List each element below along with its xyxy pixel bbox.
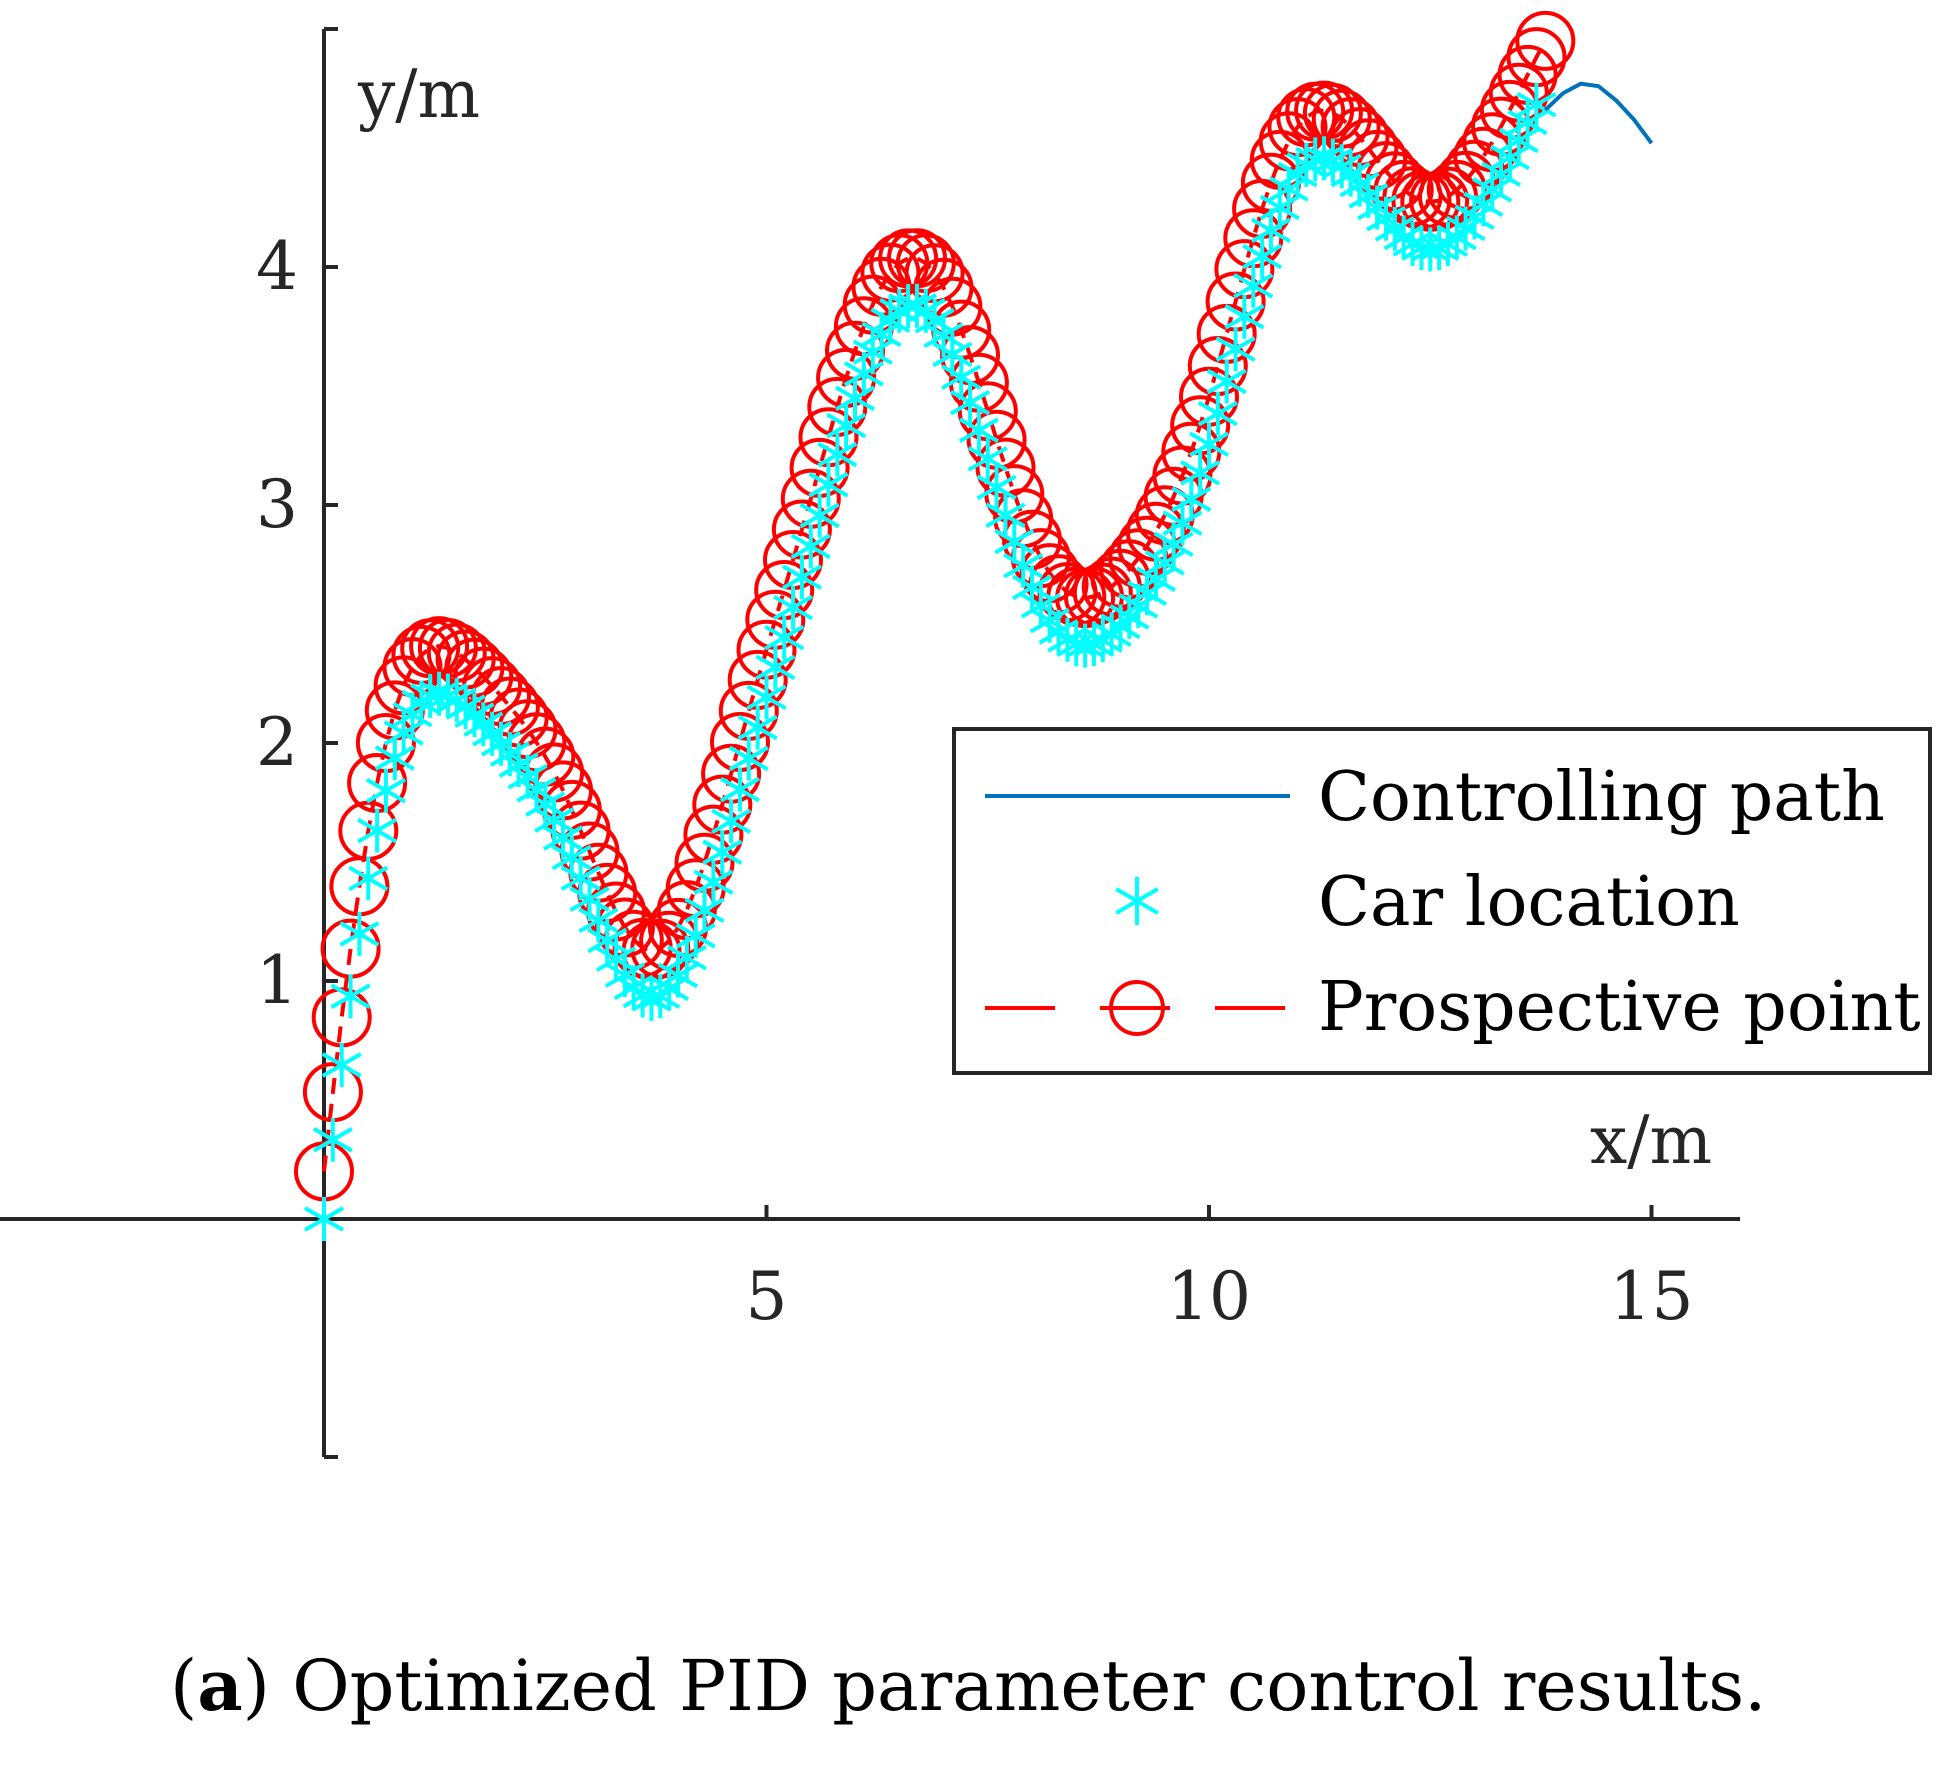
legend-swatch-car-location — [1115, 877, 1159, 925]
car-location-marker — [958, 408, 999, 453]
car-location-marker — [604, 953, 645, 998]
car-location-marker — [1188, 422, 1230, 467]
x-tick-label: 5 — [746, 1258, 788, 1335]
car-location-marker — [1233, 263, 1274, 308]
car-location-marker — [1401, 225, 1442, 270]
car-location-marker — [339, 911, 380, 956]
car-location-marker — [826, 403, 867, 448]
y-tick-label: 4 — [256, 228, 298, 305]
car-location-marker — [525, 782, 566, 827]
car-location-marker — [1180, 450, 1221, 495]
prospective-point-marker — [1515, 10, 1576, 71]
car-location-marker — [932, 332, 973, 377]
car-location-marker — [967, 436, 1008, 481]
car-location-marker — [1250, 208, 1292, 253]
y-tick-label: 1 — [256, 942, 298, 1019]
car-location-marker — [1056, 622, 1097, 667]
car-location-marker — [365, 768, 407, 813]
legend-swatch-prospective-point — [985, 980, 1290, 1036]
plot-area: 5 10 15 1 2 3 4 — [0, 10, 1740, 1459]
car-location-marker — [1206, 359, 1247, 404]
car-location-marker — [312, 1117, 353, 1162]
legend: Controlling path Car location Prospectiv… — [952, 727, 1932, 1075]
car-location-marker — [392, 692, 433, 737]
y-tick-label: 2 — [256, 704, 298, 781]
car-location-marker — [595, 937, 637, 982]
car-location-marker — [728, 736, 769, 781]
car-location-marker — [684, 888, 725, 933]
car-location-marker — [702, 830, 743, 875]
car-location-marker — [330, 974, 371, 1019]
car-location-marker — [781, 555, 822, 600]
y-axis-label: y/m — [357, 56, 480, 133]
legend-car-asterisk — [1115, 877, 1159, 925]
car-location-marker — [994, 519, 1035, 564]
car-location-marker — [1454, 195, 1495, 240]
car-location-marker — [410, 673, 451, 718]
car-location-marker — [737, 705, 778, 750]
car-location-marker — [817, 432, 858, 477]
car-location-marker — [507, 754, 548, 799]
car-location-marker — [746, 675, 787, 720]
car-location-marker — [1135, 557, 1176, 602]
car-location-marker — [834, 376, 876, 421]
car-location-marker — [772, 585, 814, 630]
y-tick-label: 3 — [256, 466, 298, 543]
car-location-marker — [985, 493, 1026, 538]
car-location-marker — [303, 1197, 345, 1241]
figure-caption: (a) Optimized PID parameter control resu… — [170, 1644, 1766, 1727]
car-location-marker — [790, 524, 831, 569]
car-location-marker — [1171, 477, 1212, 522]
car-location-marker — [675, 913, 716, 958]
car-location-marker — [1126, 571, 1168, 616]
series-controlling-path — [1543, 81, 1654, 145]
car-location-marker — [799, 493, 840, 538]
car-location-marker — [348, 856, 389, 901]
car-location-marker — [808, 462, 849, 507]
car-location-marker — [1480, 152, 1522, 197]
caption-text: Optimized PID parameter control results. — [292, 1645, 1766, 1727]
legend-box — [952, 727, 1932, 1075]
legend-label-prospective-point: Prospective point — [1318, 968, 1921, 1047]
x-tick-label: 15 — [1610, 1258, 1694, 1335]
x-tick-label: 10 — [1167, 1258, 1251, 1335]
x-axis-label: x/m — [1590, 1102, 1712, 1179]
car-location-marker — [914, 298, 955, 343]
car-location-marker — [1197, 391, 1238, 436]
car-location-marker — [755, 645, 796, 690]
caption-open-paren: ( — [170, 1645, 197, 1727]
car-location-marker — [1472, 167, 1513, 212]
car-location-marker — [949, 380, 991, 425]
car-location-marker — [764, 615, 805, 660]
caption-close-paren: ) — [243, 1645, 293, 1727]
car-location-marker — [357, 808, 398, 853]
car-location-marker — [516, 767, 557, 812]
car-location-marker — [1242, 234, 1283, 279]
svg-text:(a) Optimized PID parameter co: (a) Optimized PID parameter control resu… — [170, 1644, 1766, 1727]
car-location-marker — [374, 735, 415, 780]
car-location-marker — [719, 767, 761, 812]
car-location-marker — [1162, 501, 1203, 546]
car-location-marker — [649, 966, 690, 1011]
car-location-marker — [941, 355, 982, 400]
legend-label-car-location: Car location — [1318, 863, 1740, 942]
controlling-path-line — [1543, 81, 1654, 145]
caption-label: a — [197, 1644, 242, 1727]
car-location-marker — [976, 465, 1017, 510]
car-location-marker — [711, 799, 752, 844]
car-location-marker — [1463, 182, 1504, 227]
car-location-marker — [1295, 137, 1336, 182]
car-location-marker — [1224, 294, 1265, 339]
car-location-marker — [1489, 135, 1530, 180]
car-location-marker — [1516, 82, 1557, 127]
car-location-marker — [1215, 327, 1256, 372]
series-car-location — [303, 82, 1557, 1241]
legend-label-controlling-path: Controlling path — [1318, 758, 1885, 837]
car-location-marker — [321, 1043, 362, 1088]
tick-labels: 5 10 15 1 2 3 4 — [256, 228, 1693, 1335]
car-location-marker — [693, 860, 734, 905]
